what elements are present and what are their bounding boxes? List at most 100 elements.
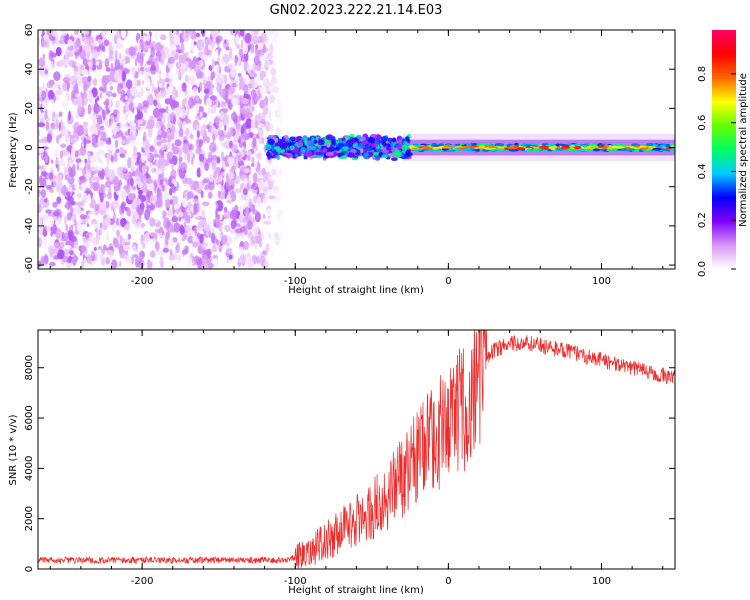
spectrogram-cell bbox=[342, 146, 350, 150]
spectrogram-cell bbox=[208, 120, 213, 126]
spectrogram-cell bbox=[280, 214, 284, 224]
spectrogram-cell bbox=[178, 128, 184, 138]
spectrogram-cell bbox=[508, 149, 519, 152]
spectrogram-cell bbox=[106, 249, 114, 256]
spectrogram-cell bbox=[497, 149, 507, 152]
spectrogram-cell bbox=[84, 170, 92, 177]
spectrogram-cell bbox=[155, 42, 163, 52]
spectrogram-cell bbox=[110, 118, 116, 131]
spectrogram-cell bbox=[361, 140, 369, 145]
y-tick-label: 6000 bbox=[24, 405, 35, 430]
y-tick-label: -40 bbox=[24, 218, 35, 234]
spectrogram-cell bbox=[186, 108, 190, 116]
spectrogram-cell bbox=[208, 151, 213, 163]
spectrogram-ticks: -200 -100 0 100 60 40 20 0 -20 -40 -60 bbox=[24, 24, 675, 287]
spectrogram-cell bbox=[200, 30, 205, 35]
spectrogram-cell bbox=[44, 97, 49, 104]
spectrogram-cell bbox=[138, 189, 143, 195]
spectrogram-cell bbox=[167, 121, 171, 130]
spectrogram-cell bbox=[612, 148, 619, 151]
spectrogram-cell bbox=[322, 148, 328, 153]
spectrogram-cell bbox=[224, 39, 227, 45]
spectrogram-cell bbox=[390, 143, 396, 147]
spectrogram-cell bbox=[50, 231, 54, 237]
spectrogram-cell bbox=[262, 213, 266, 220]
spectrogram-cell bbox=[621, 148, 627, 152]
snr-xlabel: Height of straight line (km) bbox=[288, 585, 424, 596]
spectrogram-cell bbox=[210, 30, 214, 37]
spectrogram-cell bbox=[57, 192, 61, 197]
spectrogram-cell bbox=[112, 199, 120, 210]
spectrogram-cell bbox=[47, 89, 55, 100]
spectrogram-cell bbox=[261, 137, 265, 144]
spectrogram-cell bbox=[55, 118, 59, 129]
spectrogram-cell bbox=[490, 148, 497, 151]
spectrogram-cell bbox=[550, 146, 556, 150]
spectrogram-cell bbox=[98, 228, 103, 236]
spectrogram-cell bbox=[328, 148, 335, 152]
spectrogram-cell bbox=[380, 136, 389, 142]
spectrogram-cell bbox=[138, 157, 142, 167]
spectrogram-cell bbox=[222, 32, 229, 41]
spectrogram-cell bbox=[139, 202, 145, 211]
x-tick-label: -100 bbox=[284, 576, 307, 587]
spectrogram-cell bbox=[167, 56, 175, 64]
y-tick-label: -20 bbox=[24, 179, 35, 195]
spectrogram-cell bbox=[478, 145, 486, 148]
x-tick-label: -200 bbox=[131, 576, 154, 587]
spectrogram-cell bbox=[121, 258, 127, 269]
spectrogram-cell bbox=[206, 81, 212, 86]
spectrogram-cell bbox=[144, 209, 151, 221]
spectrogram-cell bbox=[253, 55, 260, 66]
spectrogram-cell bbox=[182, 99, 185, 109]
spectrogram-cell bbox=[158, 108, 167, 114]
x-tick-label: -100 bbox=[284, 276, 307, 287]
spectrogram-cell bbox=[140, 194, 147, 203]
spectrogram-cell bbox=[138, 250, 145, 260]
spectrogram-cell bbox=[258, 179, 266, 191]
spectrogram-cell bbox=[228, 126, 233, 138]
spectrogram-cell bbox=[38, 77, 44, 89]
spectrogram-cell bbox=[187, 259, 191, 268]
spectrogram-cell bbox=[195, 60, 201, 70]
spectrogram-cell bbox=[55, 228, 61, 240]
spectrogram-cell bbox=[155, 196, 163, 208]
spectrogram-cell bbox=[87, 152, 91, 162]
spectrogram-cell bbox=[117, 130, 124, 140]
spectrogram-cell bbox=[127, 192, 135, 201]
spectrogram-cell bbox=[586, 149, 592, 152]
spectrogram-cell bbox=[200, 166, 203, 176]
spectrogram-cell bbox=[89, 180, 93, 190]
spectrogram-cell bbox=[200, 190, 204, 199]
spectrogram-cell bbox=[39, 175, 43, 185]
spectrogram-cell bbox=[185, 224, 191, 232]
spectrogram-cell bbox=[248, 131, 254, 138]
spectrogram-cell bbox=[257, 150, 263, 161]
spectrogram-cell bbox=[210, 106, 217, 114]
spectrogram-cell bbox=[206, 124, 211, 130]
spectrogram-cell bbox=[104, 98, 110, 107]
spectrogram-cell bbox=[92, 237, 100, 246]
spectrogram-cell bbox=[268, 85, 275, 90]
spectrogram-cell bbox=[337, 152, 343, 156]
spectrogram-cell bbox=[403, 140, 408, 146]
spectrogram-cell bbox=[72, 164, 76, 173]
spectrogram-cell bbox=[170, 169, 177, 180]
spectrogram-cell bbox=[105, 90, 113, 98]
spectrogram-cell bbox=[139, 223, 145, 230]
spectrogram-cell bbox=[465, 143, 473, 146]
spectrogram-cell bbox=[507, 146, 518, 150]
y-tick-label: 20 bbox=[24, 102, 35, 115]
spectrogram-cell bbox=[196, 32, 200, 38]
spectrogram-cell bbox=[412, 147, 419, 151]
spectrogram-cell bbox=[41, 90, 47, 101]
spectrogram-cell bbox=[38, 97, 43, 102]
spectrogram-cell bbox=[170, 80, 174, 88]
spectrogram-cell bbox=[134, 104, 137, 112]
spectrogram-cell bbox=[198, 40, 205, 50]
spectrogram-cell bbox=[196, 232, 201, 240]
spectrogram-cell bbox=[143, 175, 147, 184]
spectrogram-cell bbox=[103, 217, 111, 227]
spectrogram-cell bbox=[99, 51, 107, 58]
spectrogram-cell bbox=[653, 144, 658, 147]
